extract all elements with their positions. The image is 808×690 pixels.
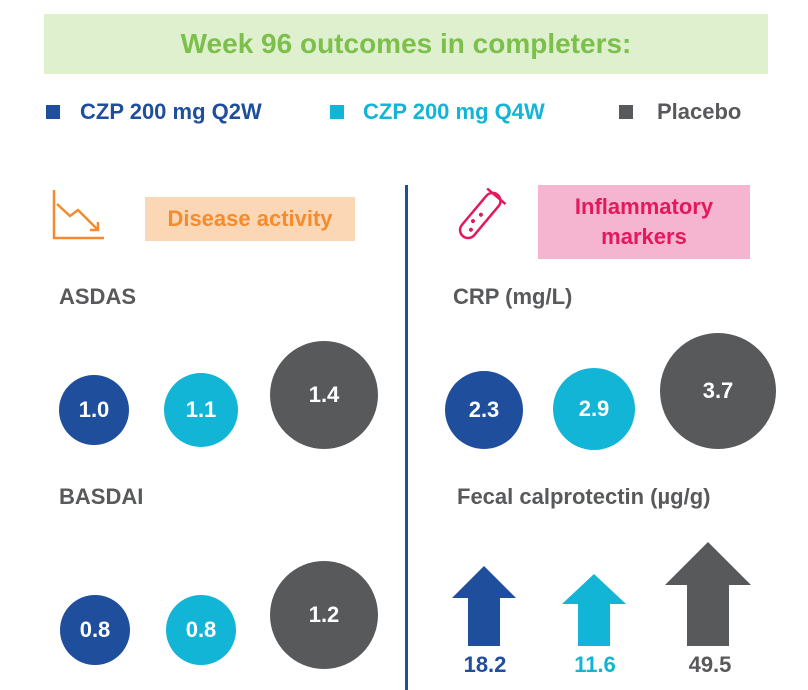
asdas-czp-q2w-bubble: 1.0 <box>59 375 129 445</box>
crp-placebo-value: 3.7 <box>702 378 734 403</box>
crp-czp-q4w-bubble: 2.9 <box>553 368 635 450</box>
legend-item-czp-q4w: CZP 200 mg Q4W <box>330 99 545 124</box>
basdai-czp-q4w-bubble: 0.8 <box>166 595 236 665</box>
crp-czp-q4w-value: 2.9 <box>578 396 610 421</box>
basdai-title: BASDAI <box>59 484 144 509</box>
title-banner: Week 96 outcomes in completers: <box>44 14 768 74</box>
disease-activity-label: Disease activity <box>167 206 333 231</box>
crp-placebo-bubble: 3.7 <box>660 333 776 449</box>
disease-activity-tag: Disease activity <box>145 197 355 241</box>
asdas-czp-q4w-value: 1.1 <box>185 397 217 422</box>
calprotectin-placebo-arrow <box>665 542 751 646</box>
legend-swatch-czp-q2w <box>46 105 60 119</box>
asdas-placebo-value: 1.4 <box>308 382 340 407</box>
basdai-czp-q2w-value: 0.8 <box>79 617 111 642</box>
legend-label-czp-q4w: CZP 200 mg Q4W <box>363 99 545 124</box>
basdai-czp-q4w-value: 0.8 <box>185 617 217 642</box>
page-title: Week 96 outcomes in completers: <box>180 28 632 59</box>
inflammatory-markers-tag: Inflammatory markers <box>538 185 750 259</box>
calprotectin-czp-q2w-arrow <box>452 566 516 646</box>
asdas-placebo-bubble: 1.4 <box>270 341 378 449</box>
calprotectin-title: Fecal calprotectin (µg/g) <box>457 484 711 509</box>
asdas-czp-q2w-value: 1.0 <box>78 397 110 422</box>
basdai-czp-q2w-bubble: 0.8 <box>60 595 130 665</box>
trend-down-chart-icon <box>52 190 104 240</box>
calprotectin-czp-q2w-value: 18.2 <box>463 652 507 677</box>
legend-swatch-placebo <box>619 105 633 119</box>
legend-swatch-czp-q4w <box>330 105 344 119</box>
calprotectin-czp-q4w-arrow <box>562 574 626 646</box>
legend-label-czp-q2w: CZP 200 mg Q2W <box>80 99 262 124</box>
calprotectin-placebo-value: 49.5 <box>688 652 732 677</box>
asdas-title: ASDAS <box>59 284 137 309</box>
asdas-czp-q4w-bubble: 1.1 <box>164 373 238 447</box>
crp-czp-q2w-bubble: 2.3 <box>445 371 523 449</box>
legend-item-placebo: Placebo <box>619 99 742 124</box>
basdai-placebo-bubble: 1.2 <box>270 561 378 669</box>
crp-czp-q2w-value: 2.3 <box>468 397 500 422</box>
legend-label-placebo: Placebo <box>657 99 742 124</box>
inflammatory-markers-label: Inflammatory markers <box>574 194 714 249</box>
column-divider <box>405 185 408 690</box>
crp-title: CRP (mg/L) <box>453 284 573 309</box>
test-tube-icon <box>458 187 507 240</box>
legend-item-czp-q2w: CZP 200 mg Q2W <box>46 99 262 124</box>
calprotectin-czp-q4w-value: 11.6 <box>574 652 616 677</box>
basdai-placebo-value: 1.2 <box>308 602 340 627</box>
